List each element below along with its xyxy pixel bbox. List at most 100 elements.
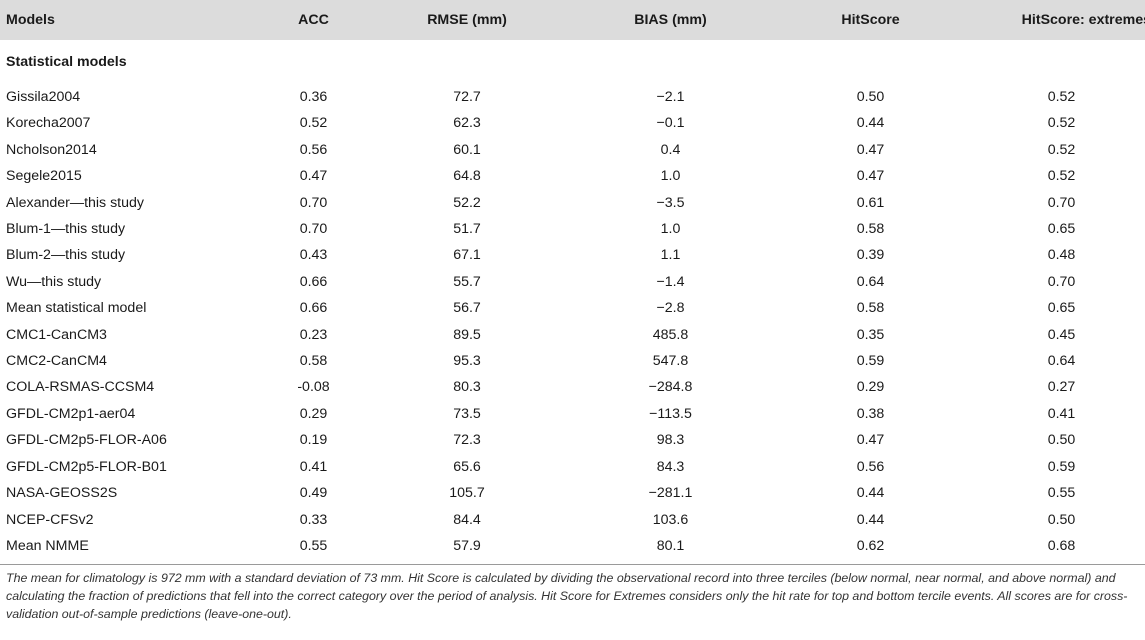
cell-rmse: 72.7 — [453, 89, 481, 105]
cell-hitscore: 0.61 — [856, 194, 885, 211]
table-row: Blum-2—this study 0.43 67.1 1.1 0.39 0.48 — [0, 242, 1145, 268]
cell-model: COLA-RSMAS-CCSM4 — [6, 379, 155, 396]
cell-model: NASA-GEOSS2S — [6, 485, 118, 502]
cell-rmse: 62.3 — [453, 115, 481, 132]
cell-hitscore-extremes: 0.52 — [1047, 141, 1076, 158]
table-row: Wu—this study 0.66 55.7 −1.4 0.64 0.70 — [0, 269, 1145, 295]
section-cell-empty — [261, 40, 366, 84]
cell-hitscore: 0.50 — [856, 89, 885, 105]
cell-acc: 0.47 — [299, 168, 328, 185]
table-row: GFDL-CM2p1-aer04 0.29 73.5 −113.5 0.38 0.41 — [0, 401, 1145, 427]
cell-model: Blum-2—this study — [6, 247, 126, 264]
cell-bias: 1.0 — [660, 221, 681, 238]
cell-bias: −3.5 — [656, 194, 685, 211]
cell-rmse: 51.7 — [453, 221, 481, 238]
cell-hitscore: 0.29 — [856, 379, 885, 396]
cell-hitscore-extremes: 0.68 — [1047, 537, 1076, 554]
cell-hitscore-extremes: 0.52 — [1047, 168, 1076, 185]
cell-hitscore: 0.56 — [856, 458, 885, 475]
cell-model: Blum-1—this study — [6, 221, 126, 238]
cell-acc: 0.49 — [299, 485, 328, 502]
header-rmse: RMSE (mm) — [427, 12, 507, 28]
cell-bias: 98.3 — [656, 432, 685, 449]
cell-rmse: 65.6 — [453, 458, 481, 475]
table-row: Mean NMME 0.55 57.9 80.1 0.62 0.68 — [0, 533, 1145, 559]
cell-model: Gissila2004 — [6, 89, 81, 105]
table-row: NCEP-CFSv2 0.33 84.4 103.6 0.44 0.50 — [0, 507, 1145, 533]
cell-bias: 80.1 — [656, 537, 685, 554]
cell-model: GFDL-CM2p5-FLOR-B01 — [6, 458, 167, 475]
cell-hitscore-extremes: 0.50 — [1047, 511, 1076, 528]
table-row: Alexander—this study 0.70 52.2 −3.5 0.61 0.70 — [0, 190, 1145, 216]
table-row: Ncholson2014 0.56 60.1 0.4 0.47 0.52 — [0, 137, 1145, 163]
cell-bias: −2.8 — [656, 300, 685, 317]
table-footnote: The mean for climatology is 972 mm with … — [6, 571, 1128, 621]
cell-hitscore: 0.64 — [856, 273, 885, 290]
cell-hitscore-extremes: 0.64 — [1047, 353, 1076, 370]
section-cell-empty — [773, 40, 968, 84]
cell-acc: 0.52 — [299, 115, 328, 132]
header-row: Models ACC RMSE (mm) BIAS (mm) HitScore … — [0, 0, 1145, 40]
cell-rmse: 72.3 — [453, 432, 481, 449]
header-bias: BIAS (mm) — [634, 12, 707, 28]
cell-hitscore-extremes: 0.55 — [1047, 485, 1076, 502]
cell-model: Alexander—this study — [6, 194, 145, 211]
table-header: Models ACC RMSE (mm) BIAS (mm) HitScore … — [0, 0, 1145, 40]
cell-acc: 0.66 — [299, 273, 328, 290]
cell-acc: 0.41 — [299, 458, 328, 475]
cell-acc: 0.19 — [299, 432, 328, 449]
cell-rmse: 55.7 — [453, 273, 481, 290]
cell-bias: 547.8 — [652, 353, 689, 370]
cell-bias: 1.1 — [660, 247, 681, 264]
cell-hitscore-extremes: 0.65 — [1047, 300, 1076, 317]
cell-hitscore: 0.59 — [856, 353, 885, 370]
table-row: Korecha2007 0.52 62.3 −0.1 0.44 0.52 — [0, 110, 1145, 136]
cell-bias: −2.1 — [656, 89, 685, 105]
section-row: Statistical models — [0, 40, 1145, 84]
section-cell-empty — [968, 40, 1145, 84]
cell-rmse: 56.7 — [453, 300, 481, 317]
cell-model: Mean statistical model — [6, 300, 147, 317]
cell-bias: 485.8 — [652, 326, 689, 343]
cell-hitscore-extremes: 0.65 — [1047, 221, 1076, 238]
cell-hitscore: 0.62 — [856, 537, 885, 554]
cell-hitscore: 0.44 — [856, 115, 885, 132]
cell-model: Mean NMME — [6, 537, 89, 554]
cell-hitscore-extremes: 0.45 — [1047, 326, 1076, 343]
cell-rmse: 105.7 — [449, 485, 485, 502]
cell-bias: −0.1 — [656, 115, 685, 132]
cell-hitscore-extremes: 0.41 — [1047, 405, 1076, 422]
cell-rmse: 84.4 — [453, 511, 481, 528]
cell-rmse: 57.9 — [453, 537, 481, 554]
cell-hitscore-extremes: 0.50 — [1047, 432, 1076, 449]
table-row: CMC2-CanCM4 0.58 95.3 547.8 0.59 0.64 — [0, 348, 1145, 374]
results-table: Models ACC RMSE (mm) BIAS (mm) HitScore … — [0, 0, 1145, 559]
cell-rmse: 67.1 — [453, 247, 481, 264]
cell-bias: −281.1 — [648, 485, 693, 502]
cell-hitscore-extremes: 0.27 — [1047, 379, 1076, 396]
cell-bias: 1.0 — [660, 168, 681, 185]
cell-hitscore-extremes: 0.59 — [1047, 458, 1076, 475]
table-bottom-rule — [0, 564, 1145, 565]
cell-hitscore: 0.44 — [856, 485, 885, 502]
cell-hitscore: 0.35 — [856, 326, 885, 343]
table-row: NASA-GEOSS2S 0.49 105.7 −281.1 0.44 0.55 — [0, 480, 1145, 506]
cell-acc: 0.29 — [299, 405, 328, 422]
cell-bias: −1.4 — [656, 273, 685, 290]
table-row: GFDL-CM2p5-FLOR-B01 0.41 65.6 84.3 0.56 0.59 — [0, 454, 1145, 480]
table-row: CMC1-CanCM3 0.23 89.5 485.8 0.35 0.45 — [0, 322, 1145, 348]
cell-acc: 0.33 — [299, 511, 328, 528]
cell-bias: 0.4 — [660, 141, 681, 158]
header-acc: ACC — [298, 12, 329, 28]
table-row: GFDL-CM2p5-FLOR-A06 0.19 72.3 98.3 0.47 0.50 — [0, 427, 1145, 453]
cell-model: NCEP-CFSv2 — [6, 511, 94, 528]
cell-model: Ncholson2014 — [6, 141, 97, 158]
cell-hitscore: 0.47 — [856, 168, 885, 185]
cell-model: CMC1-CanCM3 — [6, 326, 107, 343]
section-cell-empty — [568, 40, 773, 84]
cell-model: Segele2015 — [6, 168, 82, 185]
cell-rmse: 60.1 — [453, 141, 481, 158]
header-hitscore-extremes: HitScore: extremes — [1021, 12, 1145, 28]
cell-acc: 0.36 — [299, 89, 328, 105]
